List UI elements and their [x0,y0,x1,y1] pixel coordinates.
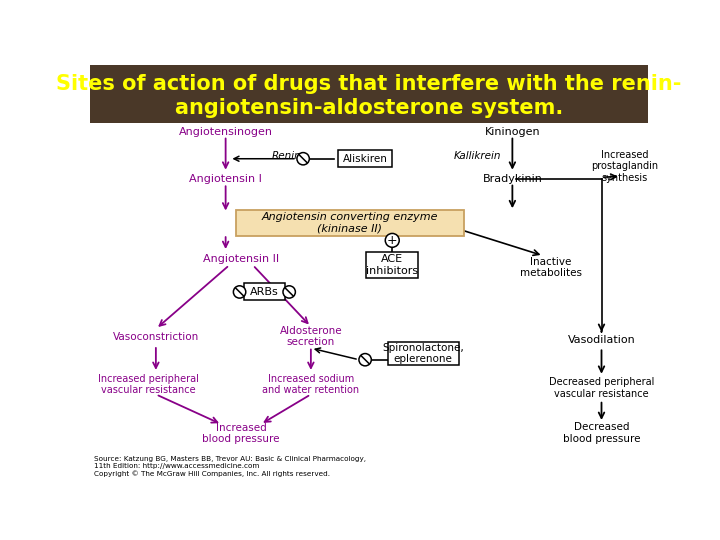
Text: Sites of action of drugs that interfere with the renin-: Sites of action of drugs that interfere … [56,74,682,94]
Text: Angiotensin II: Angiotensin II [203,254,279,264]
Text: Aldosterone
secretion: Aldosterone secretion [279,326,342,347]
Circle shape [283,286,295,298]
FancyBboxPatch shape [235,210,464,236]
Text: Decreased
blood pressure: Decreased blood pressure [563,422,640,444]
Bar [90,65,648,123]
FancyBboxPatch shape [244,284,284,300]
Text: Kallikrein: Kallikrein [454,151,501,161]
FancyBboxPatch shape [366,252,418,278]
Text: Inactive
metabolites: Inactive metabolites [520,256,582,278]
FancyBboxPatch shape [387,342,459,365]
Text: Angiotensin I: Angiotensin I [189,174,262,184]
Circle shape [297,153,310,165]
Text: Spironolactone,
eplerenone: Spironolactone, eplerenone [382,343,464,364]
Text: ARBs: ARBs [250,287,279,297]
Text: Bradykinin: Bradykinin [482,174,542,184]
Circle shape [385,233,399,247]
Text: Vasodilation: Vasodilation [567,335,635,345]
Text: Increased sodium
and water retention: Increased sodium and water retention [262,374,359,395]
Text: Increased
prostaglandin
synthesis: Increased prostaglandin synthesis [591,150,658,183]
Text: Aliskiren: Aliskiren [343,154,387,164]
Text: Angiotensinogen: Angiotensinogen [179,127,273,137]
Text: Increased
blood pressure: Increased blood pressure [202,423,280,444]
Text: Angiotensin converting enzyme
(kininase II): Angiotensin converting enzyme (kininase … [261,212,438,233]
Text: Source: Katzung BG, Masters BB, Trevor AU: Basic & Clinical Pharmacology,
11th E: Source: Katzung BG, Masters BB, Trevor A… [94,456,366,477]
Text: angiotensin-aldosterone system.: angiotensin-aldosterone system. [175,98,563,118]
Text: Kininogen: Kininogen [485,127,540,137]
Text: Decreased peripheral
vascular resistance: Decreased peripheral vascular resistance [549,377,654,399]
FancyBboxPatch shape [338,150,392,167]
Text: +: + [387,234,397,247]
Circle shape [233,286,246,298]
Text: Vasoconstriction: Vasoconstriction [113,332,199,342]
Text: Increased peripheral
vascular resistance: Increased peripheral vascular resistance [98,374,199,395]
Text: Renin: Renin [271,151,301,161]
Text: ACE
inhibitors: ACE inhibitors [366,254,418,276]
Circle shape [359,354,372,366]
